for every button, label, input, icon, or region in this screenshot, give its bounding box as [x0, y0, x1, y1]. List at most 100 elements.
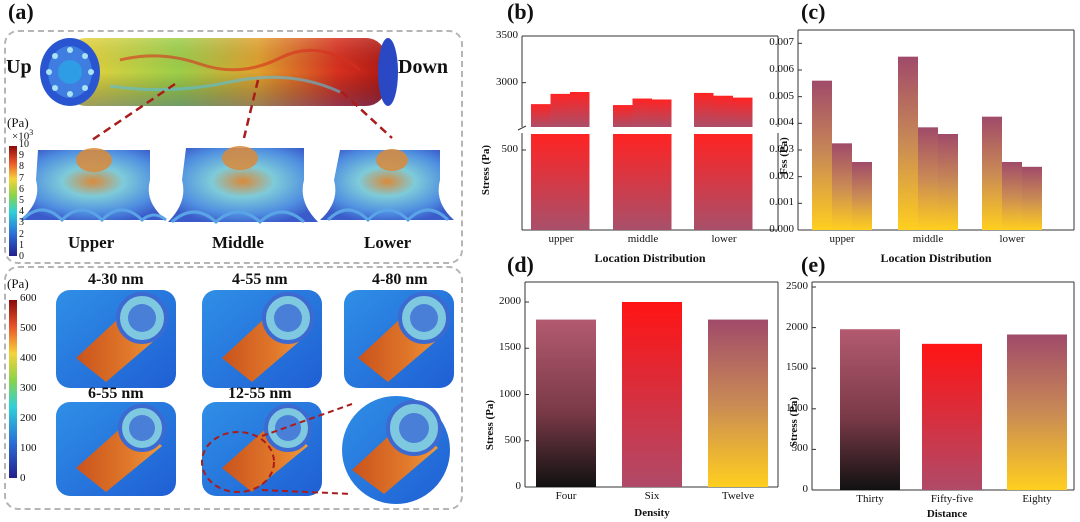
chart-b-bar-top — [550, 93, 570, 128]
chart-c-y-tick: 0.007 — [769, 36, 794, 49]
chart-e-x-tick: Eighty — [1022, 493, 1052, 505]
chart-b-axis-break — [518, 127, 782, 133]
colorbar-1-unit: (Pa) — [7, 115, 29, 130]
chart-d-y-label: Stress (Pa) — [484, 399, 496, 451]
chart-c-y-tick: 0.006 — [769, 63, 794, 75]
chart-e-y-tick: 1500 — [786, 361, 808, 374]
chart-b-y-tick: 3500 — [496, 29, 518, 41]
colorbar-1 — [9, 146, 17, 256]
config-label-6-55: 6-55 nm — [88, 385, 144, 402]
chart-d-y-tick: 500 — [504, 433, 522, 446]
chart-e-bar — [840, 329, 900, 490]
chart-c-y-label: Fss (Pa) — [778, 137, 790, 175]
colorbar-2-tick: 600 — [20, 292, 37, 304]
section-middle-model — [168, 146, 318, 225]
chart-c-x-label: Location Distribution — [880, 251, 992, 265]
chart-b-bar-top — [733, 97, 753, 128]
colorbar-1-tick: 8 — [19, 161, 24, 173]
colorbar-1-tick: 3 — [19, 217, 24, 229]
chart-c-bar — [1022, 166, 1042, 230]
chart-d-x-label: Density — [634, 507, 670, 519]
chart-e-y-tick: 500 — [791, 442, 809, 455]
panel-d-letter: (d) — [507, 252, 534, 277]
panel-b-letter: (b) — [507, 0, 534, 24]
config-label-4-30: 4-30 nm — [88, 271, 144, 288]
chart-b-bar-bottom — [632, 134, 652, 230]
chart-d-y-tick: 1500 — [499, 341, 521, 354]
colorbar-1-tick: 5 — [19, 195, 24, 206]
config-4-55-model — [202, 290, 322, 388]
chart-c-x-tick: lower — [999, 233, 1025, 245]
chart-c-x-tick: middle — [912, 233, 944, 245]
chart-c-y-tick: 0.004 — [769, 116, 794, 129]
chart-c-y-tick: 0.002 — [769, 169, 794, 182]
section-lower-model — [320, 149, 454, 223]
chart-c-y-tick: 0.003 — [769, 143, 794, 155]
tube-model — [40, 38, 398, 106]
chart-e-y-tick: 2500 — [786, 280, 808, 292]
chart-b-bar-bottom — [570, 134, 590, 230]
chart-e-y-tick: 1000 — [786, 401, 808, 414]
chart-c-bar — [852, 162, 872, 230]
panel-a-letter: (a) — [8, 0, 34, 24]
chart-b-bar-top — [632, 98, 652, 128]
config-label-12-55: 12-55 nm — [228, 385, 292, 402]
colorbar-2-tick: 300 — [20, 382, 37, 394]
chart-b-bar-top — [713, 95, 733, 128]
chart-b-y-label: Stress (Pa) — [480, 144, 492, 196]
chart-b-bar-bottom — [531, 134, 551, 230]
chart-b-y-tick: 500 — [501, 143, 519, 155]
chart-b-bar-top — [570, 92, 590, 128]
chart-e-x-tick: Thirty — [856, 493, 884, 505]
colorbar-1-tick: 6 — [19, 183, 24, 195]
chart-c-bar — [832, 143, 852, 230]
colorbar-2-tick: 0 — [20, 472, 26, 484]
panel-e-letter: (e) — [801, 252, 826, 277]
colorbar-2-unit: (Pa) — [7, 276, 29, 291]
section-label-lower: Lower — [364, 233, 412, 252]
chart-c-bar — [982, 116, 1002, 230]
chart-c-bar — [898, 56, 918, 230]
chart-d-x-tick: Twelve — [721, 490, 755, 502]
chart-e-x-label: Distance — [926, 508, 968, 520]
chart-d-bar — [536, 319, 596, 487]
label-down: Down — [398, 56, 449, 78]
chart-c-bar — [918, 127, 938, 230]
chart-b-bar-top — [613, 105, 633, 128]
colorbar-2-tick: 500 — [20, 322, 37, 334]
chart-b-x-tick: lower — [711, 233, 737, 245]
colorbar-1-tick: 0 — [19, 251, 24, 262]
chart-c-y-tick: 0.000 — [769, 223, 794, 235]
config-label-4-55: 4-55 nm — [232, 271, 288, 288]
panel-a-figure — [9, 38, 454, 504]
chart-b-bar-bottom — [713, 134, 733, 230]
chart-e-bar — [1007, 334, 1067, 490]
colorbar-2-tick: 200 — [20, 412, 37, 424]
panel-a-bottom-box — [4, 266, 463, 510]
chart-d-bar — [708, 319, 768, 487]
section-label-upper: Upper — [68, 233, 115, 252]
chart-e-y-label: Stress (Pa) — [788, 396, 800, 448]
colorbar-1-tick: 10 — [19, 139, 29, 150]
chart-b-bar-bottom — [694, 134, 714, 230]
chart-d-x-tick: Six — [644, 490, 660, 502]
chart-d-bar — [622, 302, 682, 487]
chart-b-bar-top — [531, 104, 551, 128]
chart-c-x-tick: upper — [829, 233, 855, 245]
chart-c-y-tick: 0.001 — [769, 196, 794, 209]
colorbar-1-tick: 7 — [19, 172, 24, 184]
chart-b-bar-bottom — [613, 134, 633, 230]
colorbar-1-tick: 2 — [19, 228, 24, 240]
colorbar-1-tick: 1 — [19, 239, 24, 251]
chart-c-y-tick: 0.005 — [769, 89, 794, 102]
colorbar-2-tick: 400 — [20, 352, 37, 364]
panel-a-top-box — [4, 30, 463, 264]
colorbar-2-tick: 100 — [20, 442, 37, 454]
chart-b-bar-bottom — [652, 134, 672, 230]
chart-b-x-tick: middle — [627, 233, 659, 245]
chart-d-y-tick: 0 — [515, 480, 522, 492]
colorbar-2 — [9, 300, 17, 478]
chart-e-x-tick: Fifty-five — [930, 493, 974, 505]
zoom-inset — [261, 396, 450, 504]
